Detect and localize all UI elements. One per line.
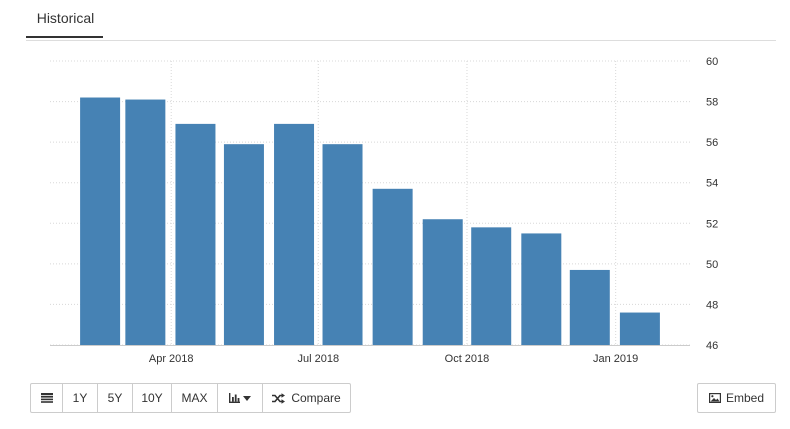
bar[interactable] (619, 312, 660, 345)
bar-chart: 46 48 50 52 54 56 58 60 Apr 2018 Jul 2018 Oct 2018… (50, 56, 718, 365)
compare-button[interactable]: Compare (262, 383, 351, 413)
x-tick-label: Oct 2018 (445, 353, 490, 365)
range-1y-button[interactable]: 1Y (62, 383, 98, 413)
range-max-button[interactable]: MAX (171, 383, 218, 413)
range-5y-button[interactable]: 5Y (97, 383, 133, 413)
bar[interactable] (274, 123, 315, 345)
tab-bar: Historical (26, 0, 776, 41)
image-icon (708, 393, 721, 403)
y-tick-label: 52 (706, 218, 718, 230)
caret-down-icon (243, 395, 251, 401)
y-tick-label: 48 (706, 299, 718, 311)
x-tick-label: Jan 2019 (593, 353, 638, 365)
chart-type-dropdown[interactable] (217, 383, 263, 413)
table-icon (40, 392, 53, 403)
x-tick-label: Apr 2018 (149, 353, 194, 365)
bar[interactable] (372, 188, 413, 345)
bar[interactable] (521, 233, 562, 345)
compare-label: Compare (291, 391, 341, 405)
bar[interactable] (80, 97, 121, 345)
embed-button[interactable]: Embed (697, 383, 776, 413)
bar[interactable] (471, 227, 512, 345)
chart-toolbar: 1Y 5Y 10Y MAX Compare (30, 383, 351, 413)
bar[interactable] (175, 123, 216, 345)
embed-label: Embed (725, 391, 765, 405)
shuffle-icon (272, 392, 286, 404)
y-tick-label: 60 (706, 56, 718, 68)
bar[interactable] (422, 219, 463, 345)
bar[interactable] (322, 144, 363, 345)
y-tick-label: 58 (706, 97, 718, 109)
x-tick-label: Jul 2018 (297, 353, 339, 365)
bar-chart-icon (229, 393, 240, 403)
y-tick-label: 50 (706, 259, 718, 271)
tab-historical[interactable]: Historical (26, 0, 103, 38)
bar[interactable] (125, 99, 166, 345)
table-view-button[interactable] (30, 383, 63, 413)
y-tick-label: 46 (706, 340, 718, 352)
bar[interactable] (223, 144, 264, 345)
y-tick-label: 56 (706, 137, 718, 149)
y-tick-label: 54 (706, 178, 718, 190)
bar[interactable] (569, 269, 610, 345)
range-10y-button[interactable]: 10Y (132, 383, 172, 413)
